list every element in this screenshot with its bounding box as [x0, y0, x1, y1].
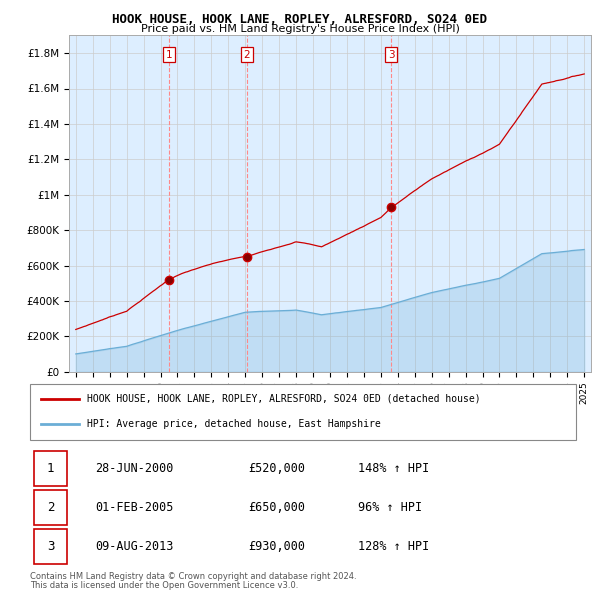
Text: 128% ↑ HPI: 128% ↑ HPI: [358, 540, 429, 553]
Text: HPI: Average price, detached house, East Hampshire: HPI: Average price, detached house, East…: [88, 419, 381, 430]
Text: 3: 3: [388, 50, 394, 60]
Text: HOOK HOUSE, HOOK LANE, ROPLEY, ALRESFORD, SO24 0ED: HOOK HOUSE, HOOK LANE, ROPLEY, ALRESFORD…: [113, 13, 487, 26]
Text: £520,000: £520,000: [248, 462, 305, 475]
Text: 09-AUG-2013: 09-AUG-2013: [95, 540, 174, 553]
FancyBboxPatch shape: [30, 384, 576, 440]
Text: £650,000: £650,000: [248, 501, 305, 514]
Text: 3: 3: [47, 540, 55, 553]
Text: Price paid vs. HM Land Registry's House Price Index (HPI): Price paid vs. HM Land Registry's House …: [140, 24, 460, 34]
Text: £930,000: £930,000: [248, 540, 305, 553]
Text: 2: 2: [244, 50, 250, 60]
Text: 1: 1: [166, 50, 172, 60]
Text: HOOK HOUSE, HOOK LANE, ROPLEY, ALRESFORD, SO24 0ED (detached house): HOOK HOUSE, HOOK LANE, ROPLEY, ALRESFORD…: [88, 394, 481, 404]
FancyBboxPatch shape: [34, 451, 67, 486]
FancyBboxPatch shape: [34, 529, 67, 564]
Text: This data is licensed under the Open Government Licence v3.0.: This data is licensed under the Open Gov…: [30, 581, 298, 589]
FancyBboxPatch shape: [34, 490, 67, 525]
Text: 96% ↑ HPI: 96% ↑ HPI: [358, 501, 422, 514]
Text: 28-JUN-2000: 28-JUN-2000: [95, 462, 174, 475]
Text: 148% ↑ HPI: 148% ↑ HPI: [358, 462, 429, 475]
Text: 1: 1: [47, 462, 55, 475]
Text: 2: 2: [47, 501, 55, 514]
Text: Contains HM Land Registry data © Crown copyright and database right 2024.: Contains HM Land Registry data © Crown c…: [30, 572, 356, 581]
Text: 01-FEB-2005: 01-FEB-2005: [95, 501, 174, 514]
